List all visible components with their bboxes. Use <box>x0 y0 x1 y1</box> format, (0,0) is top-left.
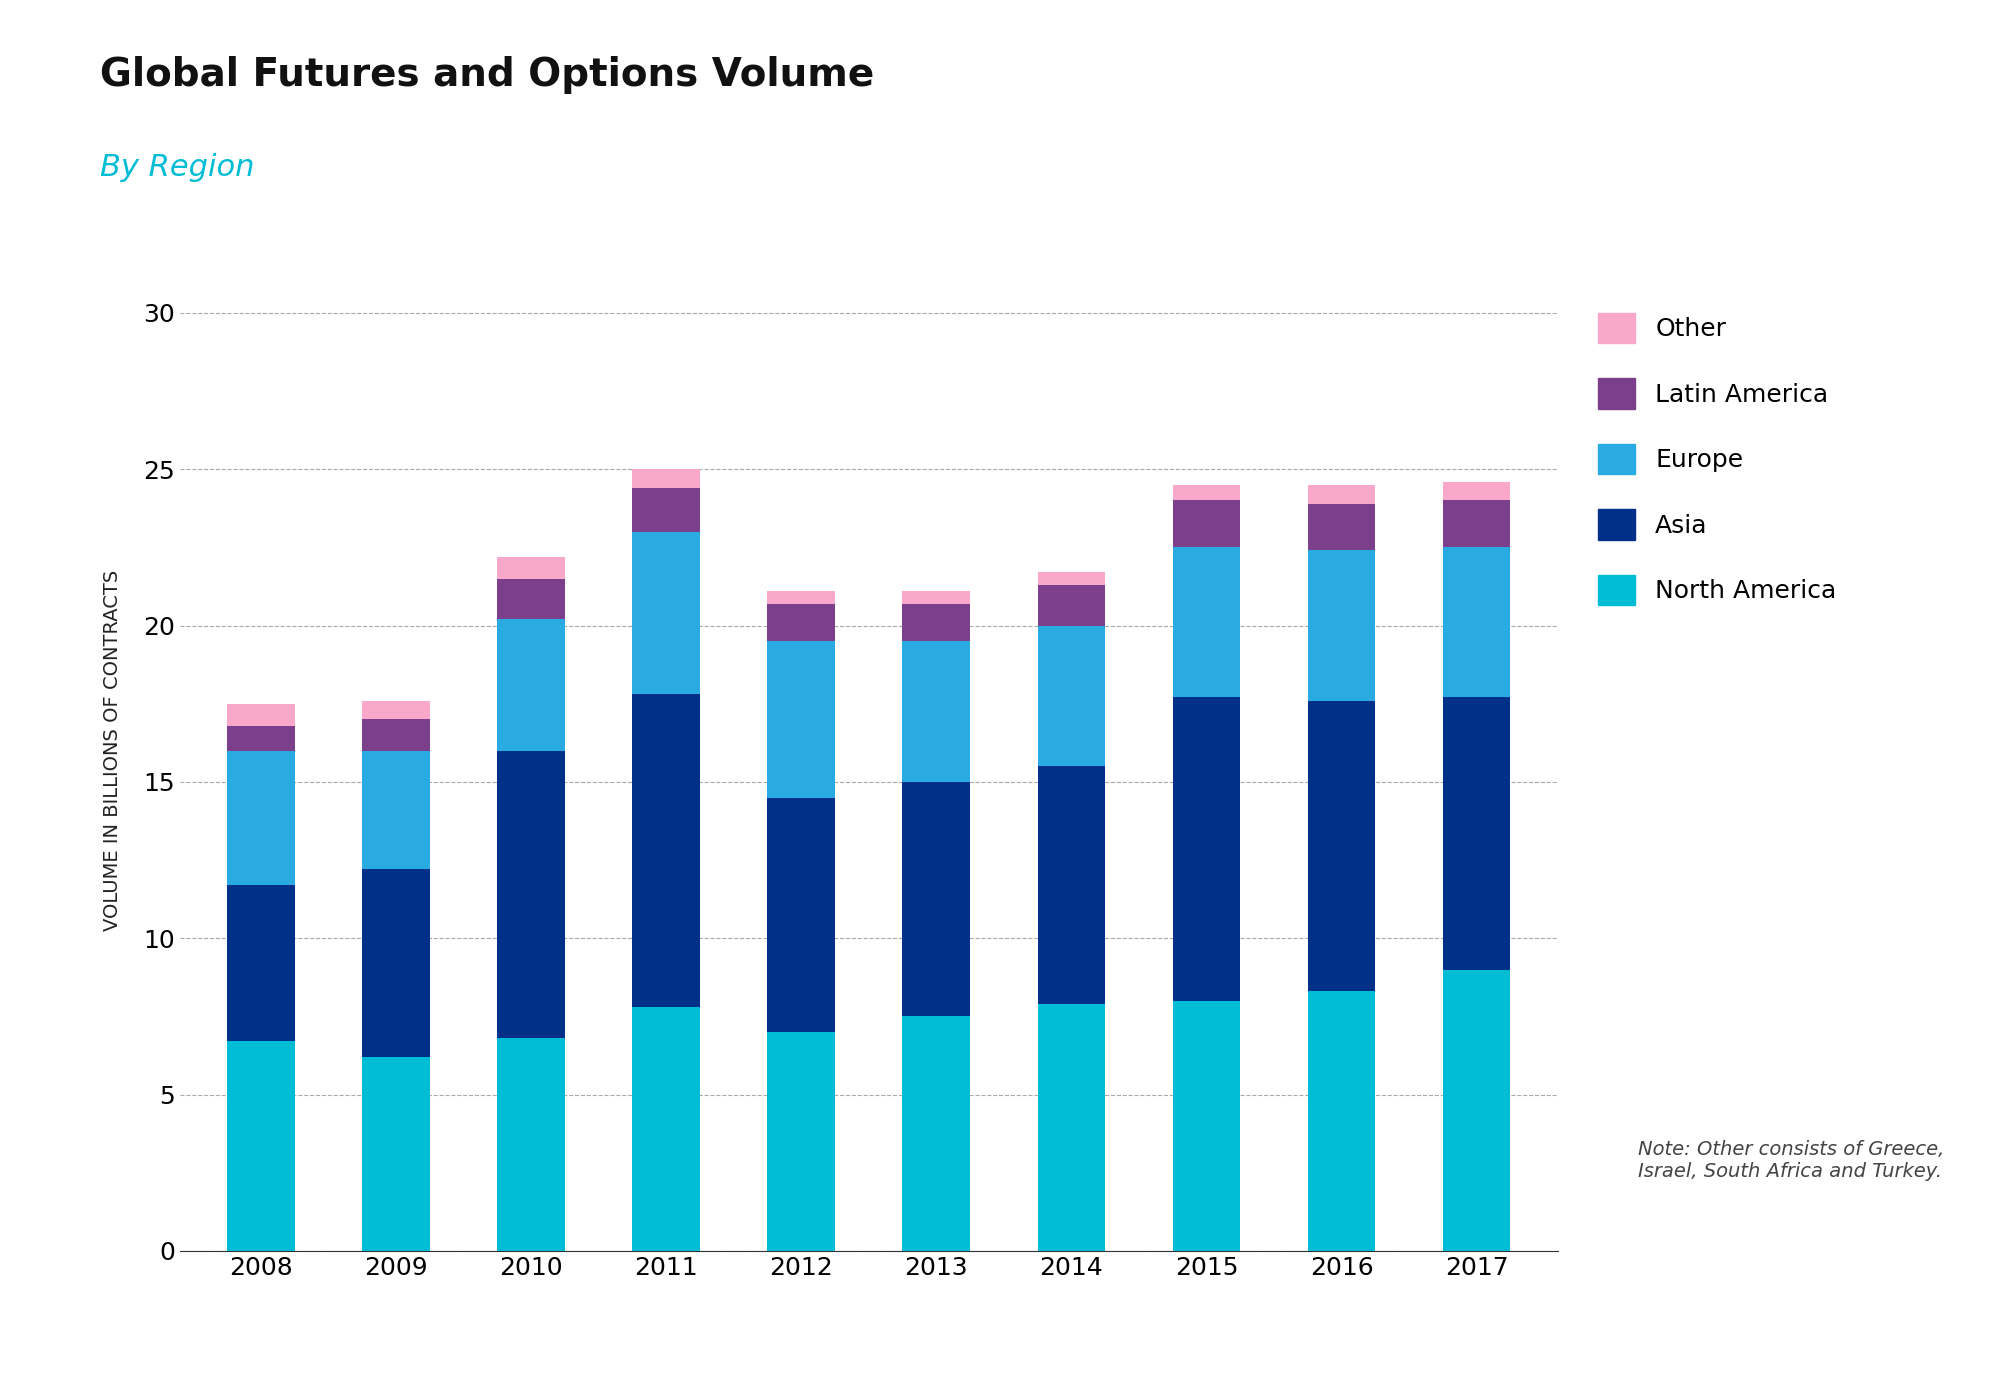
Bar <box>361 720 429 751</box>
Bar <box>1038 626 1104 766</box>
Bar <box>633 695 699 1006</box>
Bar <box>903 603 971 641</box>
Legend: Other, Latin America, Europe, Asia, North America: Other, Latin America, Europe, Asia, Nort… <box>1598 313 1837 605</box>
Bar <box>228 885 296 1041</box>
Bar <box>1442 482 1510 500</box>
Bar <box>1308 485 1376 503</box>
Bar <box>767 641 835 798</box>
Bar <box>1442 548 1510 698</box>
Bar <box>1442 970 1510 1251</box>
Bar <box>1038 766 1104 1004</box>
Bar <box>903 1016 971 1251</box>
Bar <box>1442 698 1510 970</box>
Bar <box>1038 585 1104 626</box>
Bar <box>633 531 699 694</box>
Bar <box>1172 698 1240 1001</box>
Bar <box>633 488 699 532</box>
Bar <box>1308 991 1376 1251</box>
Bar <box>1308 550 1376 701</box>
Text: Global Futures and Options Volume: Global Futures and Options Volume <box>100 56 875 93</box>
Bar <box>1172 548 1240 698</box>
Bar <box>228 703 296 726</box>
Bar <box>767 798 835 1031</box>
Bar <box>228 751 296 885</box>
Bar <box>767 591 835 603</box>
Text: By Region: By Region <box>100 153 254 182</box>
Bar <box>497 557 565 578</box>
Text: Note: Other consists of Greece,
Israel, South Africa and Turkey.: Note: Other consists of Greece, Israel, … <box>1638 1140 1943 1180</box>
Bar <box>228 1041 296 1251</box>
Bar <box>1038 573 1104 585</box>
Bar <box>903 641 971 781</box>
Bar <box>361 751 429 870</box>
Bar <box>497 751 565 1038</box>
Bar <box>497 1038 565 1251</box>
Bar <box>1172 1001 1240 1251</box>
Bar <box>361 870 429 1056</box>
Bar <box>1038 1004 1104 1251</box>
Bar <box>1172 500 1240 548</box>
Bar <box>903 591 971 603</box>
Bar <box>228 726 296 751</box>
Bar <box>497 578 565 620</box>
Bar <box>361 1056 429 1251</box>
Bar <box>1308 503 1376 550</box>
Bar <box>497 620 565 751</box>
Bar <box>767 603 835 641</box>
Bar <box>903 781 971 1016</box>
Bar <box>1442 500 1510 548</box>
Bar <box>633 1006 699 1251</box>
Bar <box>1308 701 1376 991</box>
Bar <box>361 701 429 720</box>
Bar <box>633 470 699 488</box>
Bar <box>1172 485 1240 500</box>
Y-axis label: VOLUME IN BILLIONS OF CONTRACTS: VOLUME IN BILLIONS OF CONTRACTS <box>104 570 122 931</box>
Bar <box>767 1031 835 1251</box>
